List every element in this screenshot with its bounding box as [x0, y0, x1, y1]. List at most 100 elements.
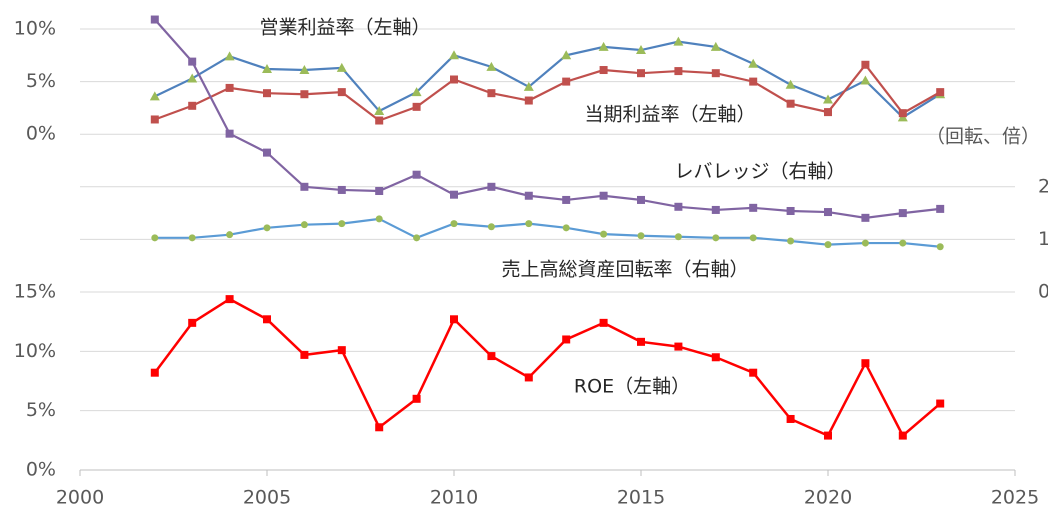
marker — [936, 243, 944, 251]
series-line — [153, 297, 942, 438]
marker — [226, 231, 234, 239]
y-tick-label: 0% — [26, 123, 56, 145]
marker — [374, 106, 385, 116]
marker — [637, 232, 645, 240]
marker — [487, 223, 495, 231]
marker — [599, 66, 608, 75]
marker — [300, 350, 309, 359]
marker — [412, 170, 421, 179]
marker — [187, 73, 198, 83]
marker — [188, 101, 197, 110]
marker — [674, 202, 683, 211]
marker — [300, 90, 309, 99]
marker — [375, 116, 384, 125]
series-label: 売上高総資産回転率（右軸） — [501, 259, 748, 281]
marker — [936, 399, 945, 408]
marker — [861, 213, 870, 222]
marker — [375, 215, 383, 223]
marker — [188, 318, 197, 327]
marker — [898, 109, 907, 118]
y-tick-label: 5% — [26, 70, 56, 92]
marker — [749, 368, 758, 377]
marker — [786, 206, 795, 215]
marker — [598, 41, 609, 51]
series-line — [154, 40, 941, 119]
marker — [188, 234, 196, 242]
y2-tick-label: 0 — [1038, 281, 1048, 303]
marker — [300, 182, 309, 191]
marker — [749, 203, 758, 212]
y-tick-label: 10% — [14, 340, 56, 362]
marker — [188, 57, 197, 66]
marker — [673, 36, 684, 46]
series-label: 当期利益率（左軸） — [584, 104, 755, 126]
marker — [413, 234, 421, 242]
marker — [299, 65, 310, 75]
x-tick-label: 2000 — [56, 487, 104, 509]
marker — [561, 50, 572, 60]
marker — [375, 187, 384, 196]
marker — [824, 108, 832, 117]
marker — [861, 60, 870, 69]
marker — [224, 51, 235, 61]
marker — [337, 88, 346, 97]
marker — [562, 195, 571, 204]
y-tick-label: 15% — [14, 281, 56, 303]
marker — [225, 83, 234, 92]
marker — [524, 191, 533, 200]
marker — [600, 230, 608, 238]
marker — [936, 88, 945, 97]
marker — [710, 41, 721, 51]
marker — [337, 346, 346, 355]
marker — [748, 58, 759, 68]
marker — [300, 221, 308, 229]
marker — [711, 205, 720, 214]
marker — [149, 91, 160, 101]
marker — [899, 239, 907, 247]
marker — [150, 115, 159, 124]
marker — [823, 94, 833, 104]
x-tick-label: 2020 — [804, 487, 852, 509]
marker — [674, 67, 683, 76]
marker — [487, 352, 496, 361]
marker — [450, 315, 458, 324]
series-line — [154, 62, 941, 122]
marker — [375, 423, 384, 432]
marker — [411, 87, 422, 97]
marker — [712, 234, 720, 242]
marker — [637, 69, 645, 78]
marker — [524, 373, 533, 382]
marker — [262, 63, 272, 73]
marker — [412, 102, 421, 111]
marker — [151, 234, 159, 242]
marker — [524, 96, 533, 105]
marker — [336, 62, 347, 72]
marker — [936, 204, 945, 213]
marker — [337, 185, 346, 194]
series-label: 営業利益率（左軸） — [259, 17, 430, 39]
x-tick-label: 2010 — [430, 487, 478, 509]
marker — [523, 81, 534, 91]
marker — [150, 15, 159, 24]
y2-tick-label: 1 — [1038, 228, 1048, 250]
marker — [263, 315, 271, 324]
marker — [487, 89, 496, 98]
y-tick-label: 5% — [26, 399, 56, 421]
marker — [450, 190, 458, 199]
marker — [450, 220, 458, 228]
marker — [711, 353, 720, 362]
marker — [749, 77, 758, 86]
marker — [562, 224, 570, 232]
marker — [263, 89, 271, 98]
marker — [637, 337, 645, 346]
marker — [599, 191, 608, 200]
marker — [412, 394, 421, 403]
marker — [599, 318, 608, 327]
marker — [824, 241, 832, 249]
marker — [787, 237, 795, 245]
marker — [562, 335, 571, 344]
marker — [150, 368, 159, 377]
marker — [450, 75, 458, 84]
marker — [487, 182, 496, 191]
